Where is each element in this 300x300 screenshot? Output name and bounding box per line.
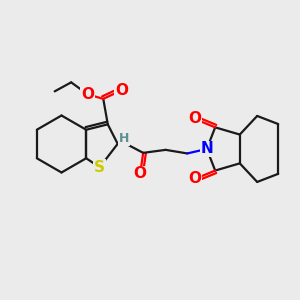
Text: O: O [115,83,128,98]
Text: N: N [200,141,213,156]
Text: O: O [188,171,201,186]
Text: S: S [94,160,105,175]
Text: O: O [188,111,201,126]
Text: H: H [119,132,130,145]
Text: O: O [81,87,94,102]
Text: O: O [134,166,147,181]
